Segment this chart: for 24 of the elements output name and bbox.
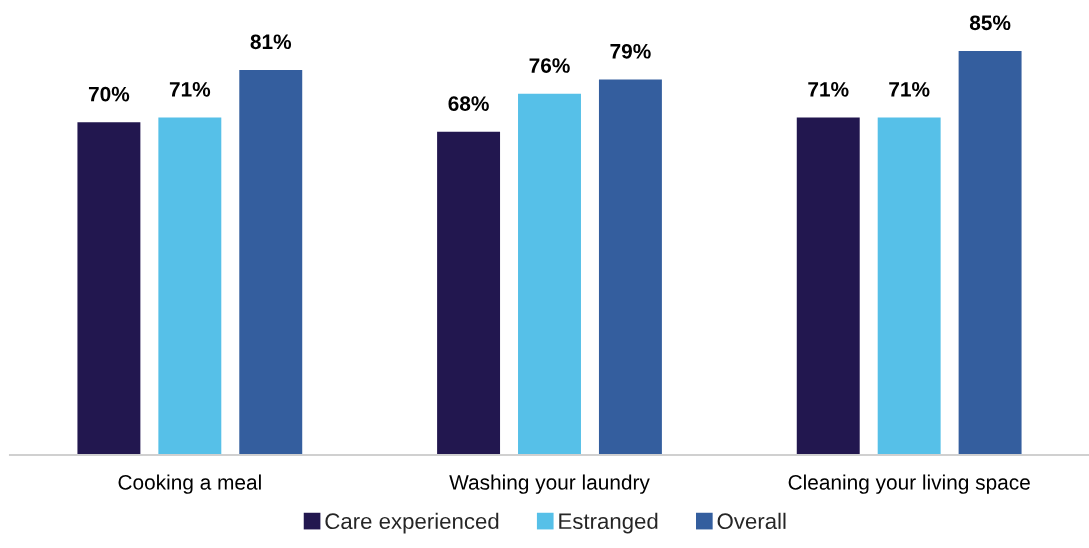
data-label: 71%: [808, 81, 849, 97]
data-label: 68%: [448, 96, 489, 111]
bar: [77, 122, 141, 455]
data-label: 79%: [610, 43, 651, 59]
legend-label: Overall: [717, 512, 786, 530]
bar: [518, 93, 581, 455]
bar: [437, 131, 501, 455]
bar: [958, 50, 1022, 455]
bar: [598, 79, 662, 455]
legend-label: Estranged: [559, 512, 658, 534]
bar: [239, 69, 303, 455]
data-label: 76%: [529, 58, 570, 73]
data-label: 70%: [88, 86, 130, 102]
x-tick-label: Cooking a meal: [118, 474, 261, 494]
x-tick-label: Cleaning your living space: [788, 474, 1030, 494]
x-tick-label: Washing your laundry: [449, 474, 650, 494]
data-label: 81%: [250, 34, 292, 50]
legend-label: Care experienced: [325, 512, 499, 534]
data-label: 85%: [969, 15, 1011, 31]
bar: [158, 117, 222, 455]
data-label: 71%: [169, 81, 211, 97]
bar: [877, 117, 941, 455]
bar: [796, 117, 860, 455]
data-label: 71%: [889, 81, 930, 97]
